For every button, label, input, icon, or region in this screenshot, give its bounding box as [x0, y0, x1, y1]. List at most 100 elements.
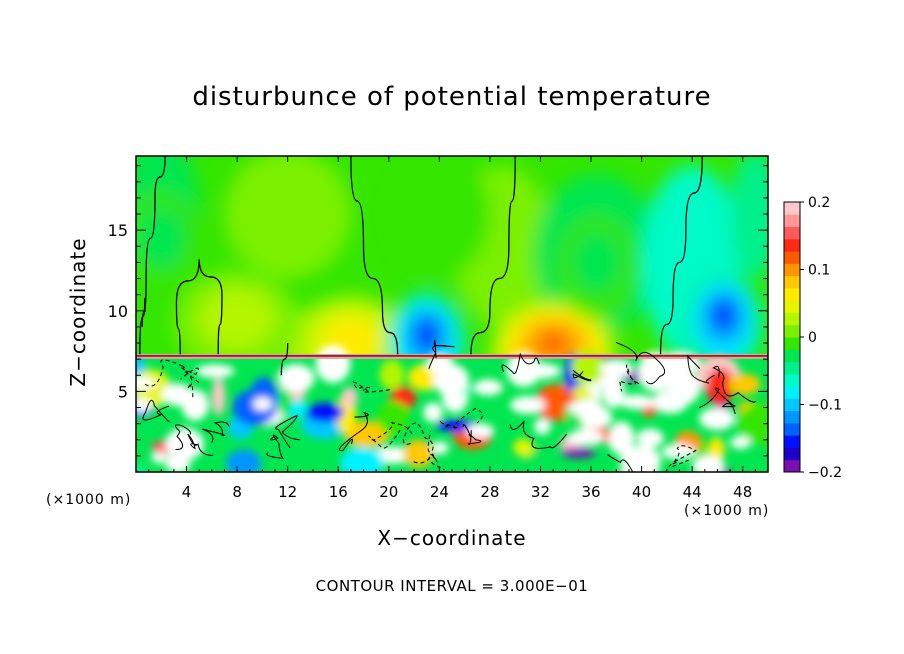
x-axis-label: X−coordinate: [377, 526, 527, 550]
contour-interval-text: CONTOUR INTERVAL = 3.000E−01: [315, 577, 589, 595]
turbulent-eddy: [706, 368, 734, 406]
eddy-contour: [413, 453, 445, 471]
saturated-eddy: [568, 399, 604, 416]
saturated-eddy: [618, 394, 655, 410]
saturated-eddy: [277, 364, 315, 393]
colorbar-tick-label: −0.2: [808, 465, 842, 481]
turbulent-eddy: [211, 377, 226, 416]
background-patch: [388, 156, 490, 279]
turbulent-eddy: [572, 385, 588, 398]
saturated-eddy: [699, 407, 735, 430]
saturated-eddy: [423, 402, 443, 423]
colorbar-swatch: [784, 410, 800, 424]
zero-contour: [141, 297, 146, 327]
warm_anomaly: [224, 303, 250, 324]
y-tick-label: 10: [108, 302, 128, 321]
colorbar-swatch: [784, 202, 800, 215]
saturated-eddy: [195, 364, 235, 378]
colorbar-swatch: [784, 373, 800, 387]
eddy-contour: [615, 341, 666, 385]
saturated-eddy: [636, 428, 664, 448]
colorbar-swatch: [784, 447, 800, 461]
colorbar-swatch: [784, 361, 800, 375]
saturated-eddy: [165, 453, 191, 472]
colorbar-tick-label: 0: [808, 330, 817, 346]
x-tick-label: 8: [232, 483, 242, 501]
saturated-eddy: [619, 462, 660, 472]
colorbar-swatch: [784, 287, 800, 301]
eddy-contour: [275, 414, 300, 449]
colorbar-swatch: [784, 275, 800, 289]
cold_anomaly: [715, 303, 732, 324]
colorbar-swatch: [784, 386, 800, 399]
background-patch: [730, 156, 768, 279]
eddy-contour: [266, 434, 284, 459]
chart-title: disturbunce of potential temperature: [192, 82, 712, 112]
saturated-eddy: [608, 421, 635, 456]
turbulent-eddy: [151, 450, 168, 464]
colorbar-swatch: [784, 349, 800, 363]
saturated-eddy: [600, 359, 634, 379]
eddy-contour: [607, 454, 634, 472]
eddy-contour: [619, 364, 640, 392]
colorbar-swatch: [784, 398, 800, 412]
colorbar-swatch: [784, 324, 800, 338]
saturated-eddy: [466, 423, 495, 439]
colorbar-swatch: [784, 226, 800, 240]
saturated-eddy: [692, 455, 725, 472]
eddy-contour: [142, 399, 170, 423]
turbulent-eddy: [136, 398, 152, 413]
turbulent-eddy: [136, 462, 147, 472]
x-tick-label: 24: [430, 483, 449, 501]
colorbar-swatch: [784, 422, 800, 436]
saturated-eddy: [506, 351, 541, 387]
saturated-eddy: [165, 427, 204, 461]
saturated-eddy: [252, 397, 272, 411]
zero-contour: [350, 156, 399, 355]
y-tick-label: 15: [108, 221, 128, 240]
colorbar-swatch: [784, 337, 800, 350]
colorbar-swatch: [784, 435, 800, 448]
turbulent-eddy: [561, 447, 596, 459]
turbulent-eddy: [341, 387, 358, 408]
colorbar-tick-label: 0.1: [808, 263, 830, 279]
colorbar-tick-label: 0.2: [808, 195, 830, 211]
colorbar-swatch: [784, 300, 800, 313]
zero-contour: [470, 156, 516, 355]
turbulent-eddy: [315, 345, 351, 383]
cold_anomaly: [418, 322, 435, 344]
turbulent-eddy: [226, 449, 262, 472]
colorbar-tick-label: −0.1: [808, 398, 842, 414]
turbulent-eddy: [473, 379, 503, 396]
x-tick-label: 36: [581, 483, 600, 501]
cold_anomaly: [153, 222, 170, 244]
saturated-eddy: [431, 441, 449, 455]
colorbar: 0.2 0.1 0 −0.1 −0.2: [783, 195, 842, 481]
eddy-contour: [368, 422, 413, 449]
x-tick-label: 16: [329, 483, 348, 501]
colorbar-swatch: [784, 459, 800, 473]
turbulent-layer: [136, 345, 768, 472]
eddy-contour: [174, 424, 192, 451]
turbulent-eddy: [727, 373, 761, 395]
x-tick-label: 12: [278, 483, 297, 501]
cold_anomaly: [589, 246, 606, 268]
plot-field: [136, 156, 768, 472]
saturated-eddy: [510, 396, 546, 414]
saturated-eddy: [136, 376, 156, 390]
eddy-contour: [712, 365, 757, 403]
saturated-eddy: [652, 390, 689, 414]
y-tick-label: 5: [118, 382, 128, 401]
eddy-contour: [144, 359, 199, 387]
turbulent-eddy: [737, 403, 768, 445]
saturated-eddy: [661, 443, 695, 460]
saturated-eddy: [533, 418, 551, 435]
saturated-eddy: [567, 429, 605, 446]
eddy-contour: [187, 433, 214, 456]
saturated-eddy: [730, 436, 751, 449]
colorbar-swatch: [784, 263, 800, 277]
eddy-contour: [352, 381, 390, 393]
colorbar-swatch: [784, 214, 800, 228]
y-axis-label: Z−coordinate: [66, 237, 90, 387]
